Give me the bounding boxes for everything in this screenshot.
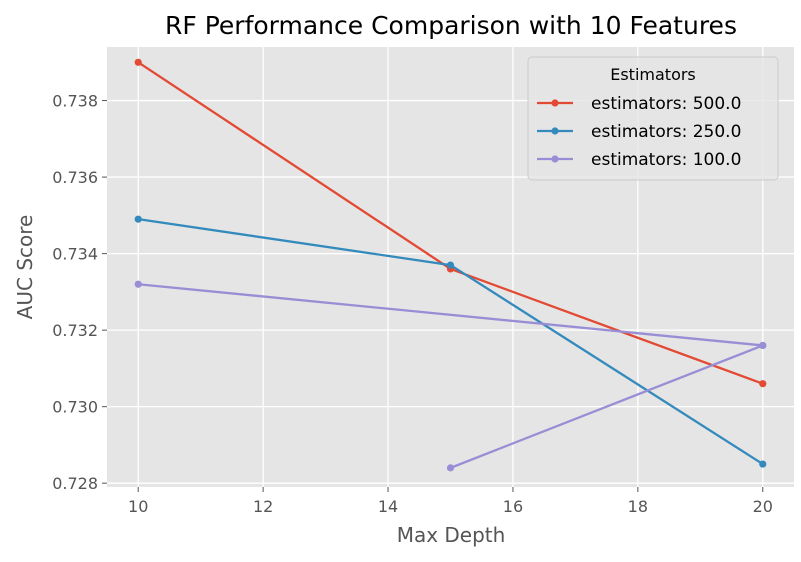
x-tick-label: 20 bbox=[753, 497, 773, 516]
data-point bbox=[759, 341, 767, 350]
x-tick-label: 12 bbox=[253, 497, 273, 516]
series-layer bbox=[134, 58, 767, 472]
legend-label: estimators: 100.0 bbox=[591, 150, 741, 170]
legend-item: estimators: 500.0 bbox=[537, 94, 741, 114]
legend-label: estimators: 500.0 bbox=[591, 94, 741, 114]
legend: Estimators estimators: 500.0 estimators: … bbox=[527, 56, 779, 181]
series-2 bbox=[134, 280, 767, 472]
y-tick-label: 0.730 bbox=[52, 398, 98, 417]
y-tick-label: 0.734 bbox=[52, 245, 98, 264]
series-line bbox=[138, 283, 764, 470]
data-point bbox=[759, 380, 767, 388]
data-point bbox=[134, 58, 142, 66]
data-point bbox=[759, 460, 767, 468]
x-tick-label: 16 bbox=[503, 497, 523, 516]
y-tick-label: 0.728 bbox=[52, 474, 98, 493]
data-point bbox=[134, 280, 142, 288]
y-axis-label: AUC Score bbox=[13, 215, 37, 320]
legend-swatch-marker bbox=[551, 99, 559, 107]
legend-title: Estimators bbox=[610, 65, 696, 84]
data-point bbox=[446, 464, 455, 472]
legend-item: estimators: 250.0 bbox=[537, 122, 741, 142]
x-tick-label: 18 bbox=[628, 497, 648, 516]
series-1 bbox=[134, 215, 767, 468]
chart-title: RF Performance Comparison with 10 Featur… bbox=[165, 11, 737, 40]
x-axis-ticks: 10 12 14 16 18 20 bbox=[128, 487, 773, 516]
y-tick-label: 0.736 bbox=[52, 168, 98, 187]
legend-box bbox=[527, 56, 779, 181]
legend-item: estimators: 100.0 bbox=[537, 150, 741, 170]
data-point bbox=[446, 261, 455, 269]
x-tick-label: 10 bbox=[128, 497, 148, 516]
x-tick-label: 14 bbox=[378, 497, 398, 516]
data-point bbox=[134, 215, 142, 223]
legend-swatch-marker bbox=[551, 127, 559, 135]
legend-label: estimators: 250.0 bbox=[591, 122, 741, 142]
y-axis-ticks: 0.728 0.730 0.732 0.734 0.736 0.738 bbox=[52, 92, 107, 493]
y-tick-label: 0.732 bbox=[52, 321, 98, 340]
y-tick-label: 0.738 bbox=[52, 92, 98, 111]
legend-swatch-marker bbox=[551, 155, 559, 163]
x-axis-label: Max Depth bbox=[397, 523, 506, 547]
